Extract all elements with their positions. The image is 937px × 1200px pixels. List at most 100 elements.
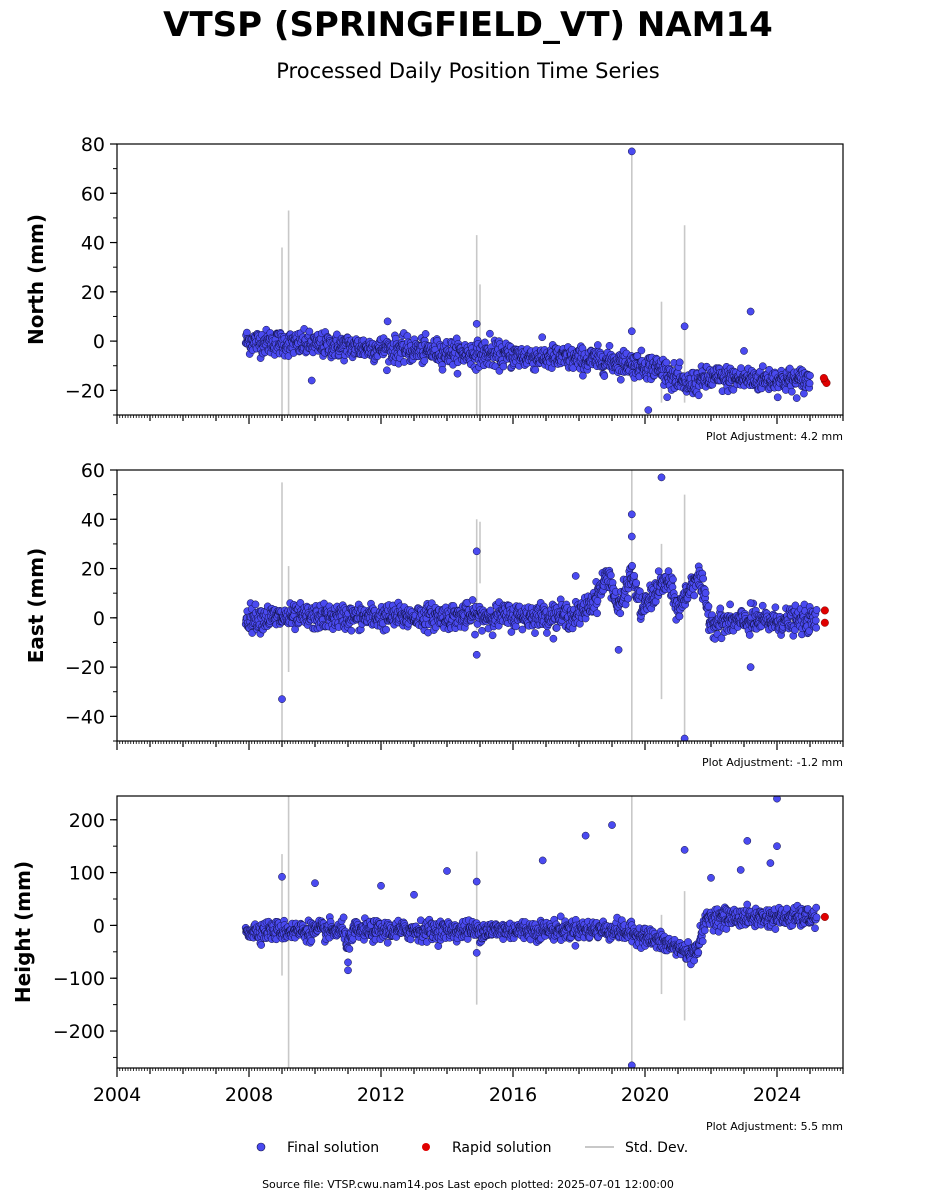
final-solution-point (675, 358, 684, 367)
final-solution-point (654, 567, 663, 576)
final-solution-point (675, 612, 684, 621)
final-solution-point (740, 347, 748, 355)
final-solution-point (805, 379, 814, 388)
final-solution-point (420, 356, 429, 365)
final-solution-point (518, 625, 527, 634)
final-solution-point (771, 603, 780, 612)
north-panel: −20 0 20 40 60 80 North (mm) (24, 134, 844, 424)
rapid-solution-point (820, 618, 829, 627)
final-solution-point (680, 734, 689, 741)
plot-area (241, 470, 829, 741)
final-solution-series (241, 796, 821, 1068)
final-solution-point (453, 369, 462, 378)
final-solution-point (472, 949, 481, 957)
final-solution-point (305, 327, 314, 336)
final-solution-point (600, 372, 609, 380)
final-solution-point (701, 589, 710, 597)
final-solution-point (278, 872, 286, 881)
final-solution-point (704, 602, 713, 611)
final-solution-series (241, 473, 821, 741)
y-axis-label: North (mm) (24, 214, 48, 345)
final-solution-point (344, 966, 352, 975)
final-solution-point (694, 391, 703, 400)
final-solution-point (538, 333, 547, 342)
y-tick-label: −40 (65, 706, 105, 728)
final-solution-point (812, 903, 821, 912)
final-solution-point (486, 329, 494, 338)
final-solution-point (344, 958, 352, 967)
final-solution-point (471, 630, 479, 639)
final-solution-point (311, 879, 319, 887)
final-solution-point (251, 600, 260, 609)
final-solution-point (766, 859, 775, 867)
final-solution-point (307, 376, 316, 385)
final-solution-point (791, 601, 800, 610)
final-solution-point (669, 575, 677, 584)
final-solution-point (377, 881, 385, 890)
final-solution-point (345, 945, 354, 953)
final-solution-point (699, 574, 708, 583)
final-solution-point (257, 941, 266, 949)
chart-subtitle: Processed Daily Position Time Series (276, 59, 660, 83)
final-solution-point (472, 877, 481, 886)
y-tick-label: 60 (81, 183, 105, 205)
final-solution-point (382, 625, 390, 634)
east-panel: −40 −20 0 20 40 60 East (mm) (24, 460, 844, 750)
final-solution-point (593, 341, 602, 349)
final-solution-point (624, 594, 632, 603)
final-solution-point (549, 634, 558, 643)
y-tick-label: 20 (81, 559, 105, 581)
final-solution-point (383, 366, 391, 375)
final-solution-point (627, 327, 636, 336)
final-solution-point (644, 406, 653, 414)
y-tick-label: 20 (81, 282, 105, 304)
y-tick-label: 40 (81, 509, 105, 531)
final-solution-point (657, 473, 666, 482)
final-solution-point (421, 330, 430, 338)
final-solution-point (616, 609, 625, 618)
final-solution-point (472, 650, 481, 659)
final-solution-point (543, 629, 551, 637)
final-solution-point (716, 604, 725, 613)
final-solution-point (627, 510, 636, 519)
final-solution-point (552, 624, 561, 632)
final-solution-point (339, 913, 348, 922)
y-tick-label: 60 (81, 460, 105, 482)
final-solution-point (746, 663, 755, 671)
final-solution-point (438, 365, 447, 374)
final-solution-point (511, 622, 520, 631)
y-tick-label: −20 (65, 380, 105, 402)
final-solution-point (663, 393, 672, 402)
final-solution-point (743, 900, 752, 909)
final-solution-point (773, 842, 781, 851)
final-solution-point (771, 925, 780, 933)
y-tick-label: 80 (81, 134, 105, 156)
final-solution-point (627, 147, 636, 156)
y-tick-label: 40 (81, 233, 105, 255)
final-solution-point (806, 371, 814, 380)
final-solution-point (746, 599, 755, 607)
final-solution-point (736, 866, 745, 874)
final-solution-point (593, 609, 601, 618)
final-solution-point (680, 322, 689, 331)
final-solution-point (607, 571, 615, 580)
final-solution-point (468, 596, 477, 604)
final-solution-point (571, 572, 580, 580)
final-solution-point (608, 821, 616, 829)
final-solution-point (811, 616, 820, 625)
final-solution-point (443, 867, 451, 875)
final-solution-point (690, 591, 699, 600)
final-solution-point (571, 941, 580, 950)
final-solution-point (812, 623, 821, 632)
final-solution-point (743, 837, 752, 845)
y-tick-label: −100 (53, 968, 105, 990)
final-solution-point (531, 629, 539, 637)
final-solution-point (680, 846, 689, 854)
final-solution-point (700, 926, 709, 935)
final-solution-point (707, 874, 715, 882)
final-solution-point (403, 332, 412, 340)
final-solution-point (792, 394, 801, 402)
plot-area (241, 147, 831, 415)
final-solution-series (241, 147, 814, 414)
